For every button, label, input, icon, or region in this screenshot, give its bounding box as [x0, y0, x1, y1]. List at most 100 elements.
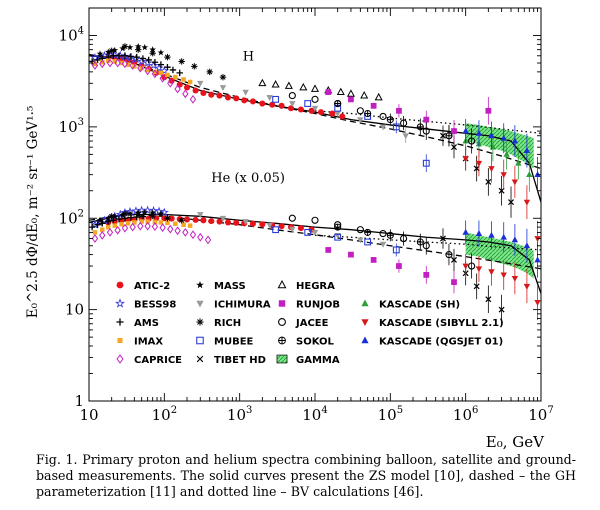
- legend-marker-jacee: [278, 318, 286, 326]
- runjob-point: [348, 96, 354, 103]
- ichimura-point: [242, 89, 249, 96]
- legend-label-tibet-hd: TIBET HD: [214, 355, 266, 366]
- y-axis-label: E₀^2.5 dΦ/dE₀, m⁻² sr⁻¹ GeV¹·⁵: [25, 106, 41, 319]
- mubee-point: [422, 159, 430, 167]
- kascade-sibyll-2-1--point: [534, 236, 541, 243]
- caprice-point: [106, 228, 114, 237]
- figure-caption: Fig. 1. Primary proton and helium spectr…: [36, 452, 576, 499]
- runjob-point: [370, 257, 377, 263]
- legend-item-imax: IMAX: [117, 337, 163, 348]
- ichimura-point: [266, 222, 273, 229]
- mass-point: [149, 46, 157, 53]
- x-tick-label: 105: [378, 405, 403, 424]
- imax-point: [187, 79, 193, 85]
- x-tick-label: 106: [453, 405, 478, 424]
- legend-item-mubee: MUBEE: [196, 337, 254, 348]
- mubee-point: [304, 228, 312, 236]
- atic-2-point: [297, 106, 304, 113]
- caprice-point: [151, 69, 159, 79]
- imax-point: [139, 219, 144, 224]
- imax-point: [100, 227, 105, 232]
- series-kascade-sibyll-2-1-: [462, 146, 541, 321]
- rich-point: [135, 46, 142, 53]
- kascade-sibyll-2-1--point: [488, 166, 495, 173]
- runjob-point: [451, 279, 457, 286]
- kascade-qgsjet-01--point: [534, 256, 541, 263]
- kascade-qgsjet-01--point: [511, 137, 519, 144]
- caprice-point: [121, 223, 129, 233]
- caprice-point: [204, 235, 212, 245]
- mubee-point: [272, 226, 280, 234]
- series-mubee: [272, 95, 430, 257]
- ichimura-point: [197, 212, 204, 218]
- imax-point: [125, 62, 131, 67]
- y-tick-label: 102: [59, 208, 84, 227]
- imax-point: [92, 61, 98, 67]
- legend-item-ichimura: ICHIMURA: [196, 300, 271, 311]
- kascade-qgsjet-01--point: [523, 242, 531, 249]
- rich-point: [178, 217, 185, 224]
- ams-point: [145, 56, 152, 64]
- mass-point: [157, 49, 165, 56]
- legend-marker-kascade-sibyll-2-1-: [361, 319, 369, 326]
- caprice-point: [99, 59, 106, 69]
- atic-2-point: [183, 84, 191, 91]
- series-imax: [92, 58, 193, 235]
- kascade-sibyll-2-1--point: [475, 160, 483, 167]
- jacee-point: [379, 229, 387, 238]
- ichimura-point: [266, 95, 273, 101]
- atic-2-point: [259, 100, 266, 107]
- bess98-point: [137, 56, 147, 66]
- kascade-sibyll-2-1--point: [523, 283, 531, 290]
- imax-point: [105, 58, 111, 63]
- tibet-hd-point: [451, 256, 457, 263]
- legend-item-gamma: GAMMA: [276, 354, 340, 366]
- rich-point: [135, 211, 142, 218]
- ichimura-point: [289, 101, 296, 108]
- caprice-point: [137, 221, 144, 231]
- atic-2-point: [233, 95, 240, 102]
- legend-label-jacee: JACEE: [295, 318, 329, 329]
- ams-point: [151, 59, 159, 66]
- legend-label-atic-2: ATIC-2: [134, 281, 170, 292]
- rich-point: [164, 53, 171, 61]
- legend-marker-kascade-qgsjet-01-: [361, 336, 369, 344]
- imax-point: [145, 67, 150, 73]
- tibet-hd-point: [440, 132, 446, 139]
- series-runjob: [325, 89, 492, 294]
- jacee-point: [468, 262, 476, 270]
- caprice-point: [174, 226, 181, 236]
- atic-2-point: [208, 218, 215, 225]
- caprice-point: [182, 228, 189, 237]
- ichimura-point: [242, 219, 249, 226]
- imax-point: [100, 59, 105, 65]
- legend-item-kascade-sh-: KASCADE (SH): [361, 300, 460, 311]
- caprice-point: [114, 58, 121, 68]
- series-jacee: [288, 92, 476, 279]
- mubee-point: [392, 123, 400, 131]
- legend-label-sokol: SOKOL: [296, 337, 335, 348]
- legend-marker-caprice: [116, 354, 124, 364]
- imax-point: [181, 77, 186, 82]
- imax-point: [139, 65, 144, 71]
- caprice-point: [189, 95, 197, 104]
- sokol-point: [386, 116, 394, 124]
- hegra-point: [299, 82, 308, 91]
- bess98-point: [159, 207, 169, 217]
- hegra-point: [360, 91, 369, 99]
- ichimura-point: [379, 241, 387, 248]
- caprice-point: [167, 224, 174, 234]
- atic-2-point: [329, 110, 336, 117]
- mass-point: [134, 42, 142, 50]
- legend-label-kascade-sh-: KASCADE (SH): [379, 300, 460, 311]
- tibet-hd-point: [473, 165, 480, 172]
- legend-label-rich: RICH: [214, 318, 241, 329]
- mass-point: [119, 211, 127, 219]
- runjob-point: [370, 102, 377, 109]
- kascade-qgsjet-01--point: [523, 147, 531, 154]
- rich-point: [191, 63, 198, 70]
- hegra-point: [310, 84, 320, 92]
- imax-point: [187, 223, 193, 228]
- ichimura-point: [379, 124, 387, 131]
- kascade-sibyll-2-1--point: [475, 266, 483, 273]
